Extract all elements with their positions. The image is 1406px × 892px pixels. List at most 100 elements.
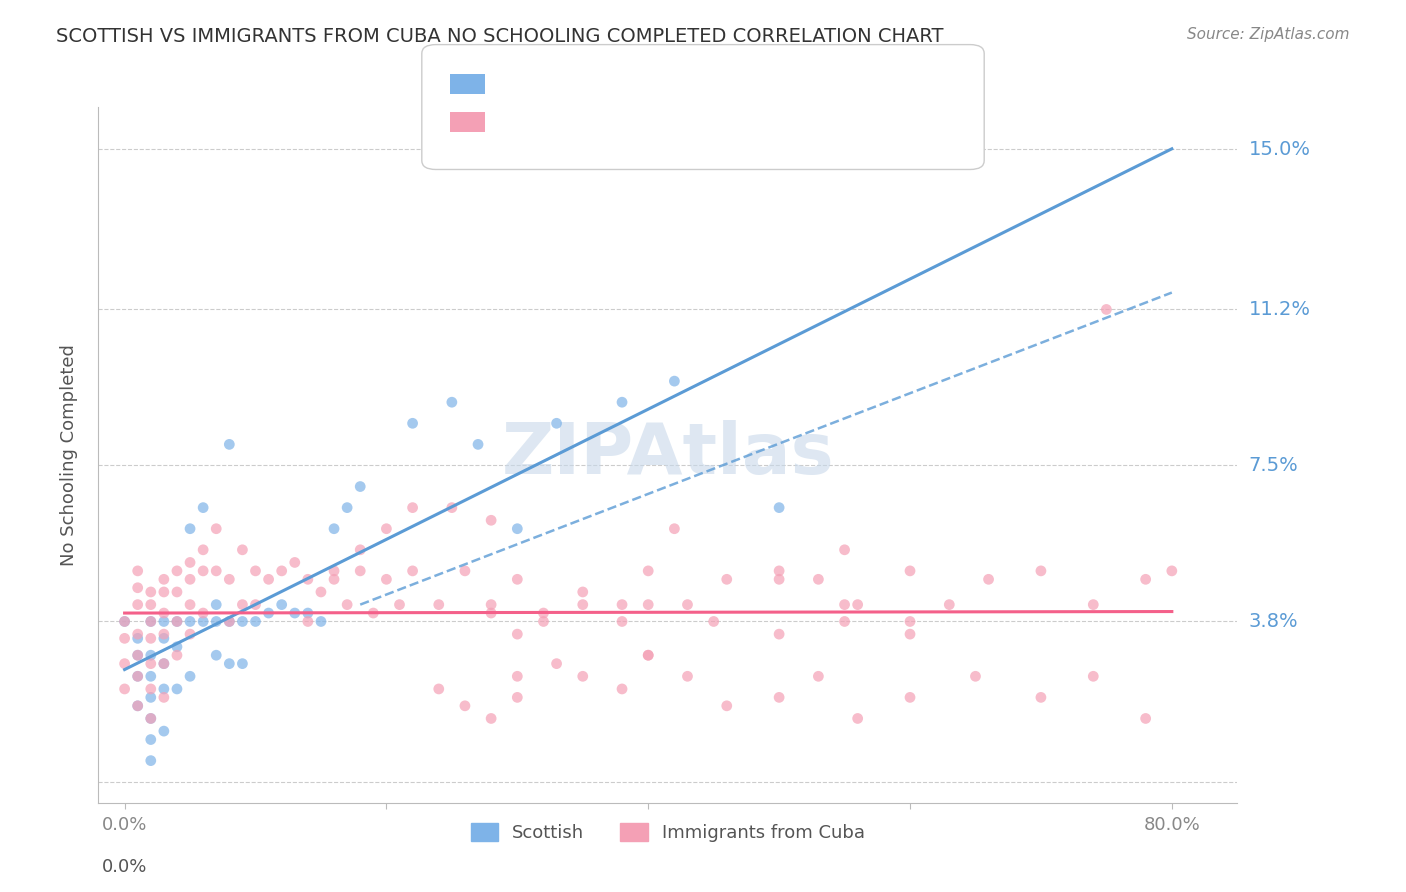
Point: [898, 564, 921, 578]
Point: [846, 711, 869, 725]
Point: [1095, 302, 1118, 317]
Point: [139, 754, 162, 768]
Point: [637, 564, 659, 578]
Point: [153, 615, 176, 629]
Point: [375, 572, 398, 586]
Point: [153, 585, 176, 599]
Point: [297, 606, 319, 620]
Text: 11.2%: 11.2%: [1249, 300, 1310, 319]
Text: 7.5%: 7.5%: [1249, 456, 1298, 475]
Point: [807, 669, 830, 683]
Point: [270, 564, 292, 578]
Point: [898, 690, 921, 705]
Point: [664, 522, 686, 536]
Point: [114, 657, 136, 671]
Point: [768, 564, 790, 578]
Point: [205, 564, 228, 578]
Point: [479, 711, 502, 725]
Text: 50: 50: [616, 74, 641, 92]
Point: [479, 513, 502, 527]
Point: [349, 479, 371, 493]
Point: [506, 669, 529, 683]
Point: [1135, 572, 1157, 586]
Point: [1135, 711, 1157, 725]
Point: [637, 598, 659, 612]
Point: [401, 500, 423, 515]
Point: [139, 732, 162, 747]
Point: [127, 632, 149, 646]
Point: [610, 615, 633, 629]
Point: [716, 698, 738, 713]
Point: [506, 627, 529, 641]
Text: 122: 122: [616, 112, 654, 130]
Text: 15.0%: 15.0%: [1249, 140, 1310, 159]
Point: [218, 615, 240, 629]
Point: [139, 681, 162, 696]
Point: [127, 581, 149, 595]
Y-axis label: No Schooling Completed: No Schooling Completed: [59, 344, 77, 566]
Point: [533, 615, 555, 629]
Point: [965, 669, 987, 683]
Point: [153, 690, 176, 705]
Point: [166, 564, 188, 578]
Point: [153, 572, 176, 586]
Point: [768, 690, 790, 705]
Point: [166, 615, 188, 629]
Point: [139, 598, 162, 612]
Point: [139, 711, 162, 725]
Point: [610, 598, 633, 612]
Text: N =: N =: [583, 112, 623, 130]
Point: [153, 657, 176, 671]
Point: [218, 657, 240, 671]
Point: [179, 627, 201, 641]
Point: [127, 669, 149, 683]
Point: [284, 606, 307, 620]
Text: 0.0%: 0.0%: [101, 816, 148, 834]
Point: [191, 606, 214, 620]
Point: [205, 522, 228, 536]
Point: [166, 585, 188, 599]
Point: [166, 615, 188, 629]
Point: [533, 606, 555, 620]
Point: [153, 724, 176, 739]
Point: [846, 598, 869, 612]
Legend: Scottish, Immigrants from Cuba: Scottish, Immigrants from Cuba: [464, 815, 872, 849]
Point: [218, 615, 240, 629]
Point: [610, 395, 633, 409]
Point: [231, 657, 253, 671]
Point: [127, 698, 149, 713]
Point: [179, 669, 201, 683]
Text: R =: R =: [495, 74, 534, 92]
Point: [479, 598, 502, 612]
Point: [768, 500, 790, 515]
Point: [440, 395, 463, 409]
Point: [218, 437, 240, 451]
Point: [205, 615, 228, 629]
Point: [637, 648, 659, 663]
Point: [676, 669, 699, 683]
Point: [270, 598, 292, 612]
Point: [768, 627, 790, 641]
Point: [323, 564, 346, 578]
Point: [454, 698, 477, 713]
Text: Source: ZipAtlas.com: Source: ZipAtlas.com: [1187, 27, 1350, 42]
Text: 0.0%: 0.0%: [101, 857, 148, 876]
Point: [127, 564, 149, 578]
Point: [139, 657, 162, 671]
Point: [166, 640, 188, 654]
Text: R =: R =: [495, 112, 534, 130]
Point: [139, 615, 162, 629]
Point: [676, 598, 699, 612]
Point: [1160, 564, 1182, 578]
Point: [153, 627, 176, 641]
Point: [114, 615, 136, 629]
Point: [127, 648, 149, 663]
Point: [834, 615, 856, 629]
Point: [179, 522, 201, 536]
Point: [571, 585, 593, 599]
Point: [898, 627, 921, 641]
Point: [1029, 690, 1052, 705]
Point: [323, 572, 346, 586]
Point: [179, 615, 201, 629]
Point: [506, 690, 529, 705]
